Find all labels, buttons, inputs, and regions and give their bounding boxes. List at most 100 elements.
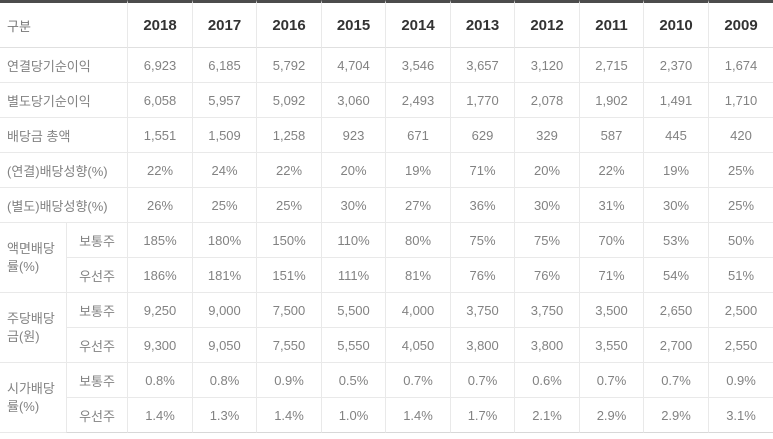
value-cell: 36%: [450, 188, 515, 223]
value-cell: 4,050: [385, 328, 451, 363]
year-header-2010: 2010: [643, 0, 709, 48]
table-row-market-dividend-yield-preferred: 우선주 1.4% 1.3% 1.4% 1.0% 1.4% 1.7% 2.1% 2…: [0, 398, 773, 433]
value-cell: 19%: [385, 153, 451, 188]
table-row-market-dividend-yield-common: 시가배당률(%) 보통주 0.8% 0.8% 0.9% 0.5% 0.7% 0.…: [0, 363, 773, 433]
value-cell: 0.7%: [579, 363, 644, 398]
value-cell: 1.3%: [192, 398, 257, 433]
value-cell: 25%: [192, 188, 257, 223]
sub-row-label-common-stock: 보통주: [66, 363, 128, 398]
value-cell: 5,092: [256, 83, 322, 118]
value-cell: 4,704: [321, 48, 386, 83]
year-header-2009: 2009: [708, 0, 773, 48]
value-cell: 185%: [127, 223, 193, 258]
year-header-2016: 2016: [256, 0, 322, 48]
table-row-total-dividends: 배당금 총액 1,551 1,509 1,258 923 671 629 329…: [0, 118, 773, 153]
value-cell: 22%: [579, 153, 644, 188]
year-header-2014: 2014: [385, 0, 451, 48]
sub-row-label-common-stock: 보통주: [66, 223, 128, 258]
value-cell: 3,060: [321, 83, 386, 118]
year-header-2017: 2017: [192, 0, 257, 48]
value-cell: 1.0%: [321, 398, 386, 433]
value-cell: 2,550: [708, 328, 773, 363]
value-cell: 923: [321, 118, 386, 153]
value-cell: 1,674: [708, 48, 773, 83]
value-cell: 19%: [643, 153, 709, 188]
value-cell: 0.9%: [708, 363, 773, 398]
table-row-face-value-dividend-rate-preferred: 우선주 186% 181% 151% 111% 81% 76% 76% 71% …: [0, 258, 773, 293]
value-cell: 1,509: [192, 118, 257, 153]
value-cell: 51%: [708, 258, 773, 293]
value-cell: 3,800: [514, 328, 580, 363]
value-cell: 0.5%: [321, 363, 386, 398]
value-cell: 5,957: [192, 83, 257, 118]
group-label-dividend-per-share: 주당배당금(원): [0, 293, 66, 363]
value-cell: 6,923: [127, 48, 193, 83]
value-cell: 30%: [514, 188, 580, 223]
value-cell: 3,120: [514, 48, 580, 83]
value-cell: 25%: [708, 153, 773, 188]
value-cell: 5,500: [321, 293, 386, 328]
value-cell: 1,770: [450, 83, 515, 118]
year-header-2011: 2011: [579, 0, 644, 48]
value-cell: 1,491: [643, 83, 709, 118]
value-cell: 3,500: [579, 293, 644, 328]
year-header-2015: 2015: [321, 0, 386, 48]
value-cell: 420: [708, 118, 773, 153]
value-cell: 75%: [450, 223, 515, 258]
row-label: (연결)배당성향(%): [0, 153, 128, 188]
year-header-2013: 2013: [450, 0, 515, 48]
value-cell: 0.8%: [192, 363, 257, 398]
value-cell: 3,550: [579, 328, 644, 363]
value-cell: 1,258: [256, 118, 322, 153]
value-cell: 71%: [579, 258, 644, 293]
value-cell: 2,370: [643, 48, 709, 83]
header-row: 구분 2018 2017 2016 2015 2014 2013 2012 20…: [0, 0, 773, 48]
value-cell: 0.7%: [450, 363, 515, 398]
value-cell: 22%: [256, 153, 322, 188]
value-cell: 2,715: [579, 48, 644, 83]
table-row-consolidated-payout-ratio: (연결)배당성향(%) 22% 24% 22% 20% 19% 71% 20% …: [0, 153, 773, 188]
row-label: 배당금 총액: [0, 118, 128, 153]
row-label: 연결당기순이익: [0, 48, 128, 83]
value-cell: 27%: [385, 188, 451, 223]
value-cell: 2.1%: [514, 398, 580, 433]
value-cell: 25%: [708, 188, 773, 223]
value-cell: 3,546: [385, 48, 451, 83]
value-cell: 3,750: [450, 293, 515, 328]
value-cell: 3.1%: [708, 398, 773, 433]
value-cell: 54%: [643, 258, 709, 293]
value-cell: 6,058: [127, 83, 193, 118]
year-header-2018: 2018: [127, 0, 193, 48]
value-cell: 6,185: [192, 48, 257, 83]
value-cell: 30%: [643, 188, 709, 223]
value-cell: 25%: [256, 188, 322, 223]
table-row-consolidated-net-income: 연결당기순이익 6,923 6,185 5,792 4,704 3,546 3,…: [0, 48, 773, 83]
value-cell: 20%: [514, 153, 580, 188]
value-cell: 81%: [385, 258, 451, 293]
group-label-market-dividend-yield: 시가배당률(%): [0, 363, 66, 433]
value-cell: 0.7%: [643, 363, 709, 398]
value-cell: 111%: [321, 258, 386, 293]
value-cell: 0.6%: [514, 363, 580, 398]
value-cell: 76%: [450, 258, 515, 293]
value-cell: 26%: [127, 188, 193, 223]
value-cell: 110%: [321, 223, 386, 258]
value-cell: 2.9%: [643, 398, 709, 433]
value-cell: 181%: [192, 258, 257, 293]
value-cell: 186%: [127, 258, 193, 293]
row-label: (별도)배당성향(%): [0, 188, 128, 223]
sub-row-label-common-stock: 보통주: [66, 293, 128, 328]
sub-row-label-preferred-stock: 우선주: [66, 328, 128, 363]
value-cell: 24%: [192, 153, 257, 188]
value-cell: 9,250: [127, 293, 193, 328]
value-cell: 1,902: [579, 83, 644, 118]
value-cell: 629: [450, 118, 515, 153]
value-cell: 1.7%: [450, 398, 515, 433]
value-cell: 22%: [127, 153, 193, 188]
value-cell: 3,750: [514, 293, 580, 328]
value-cell: 1.4%: [127, 398, 193, 433]
table-row-dividend-per-share-preferred: 우선주 9,300 9,050 7,550 5,550 4,050 3,800 …: [0, 328, 773, 363]
value-cell: 2,078: [514, 83, 580, 118]
value-cell: 20%: [321, 153, 386, 188]
